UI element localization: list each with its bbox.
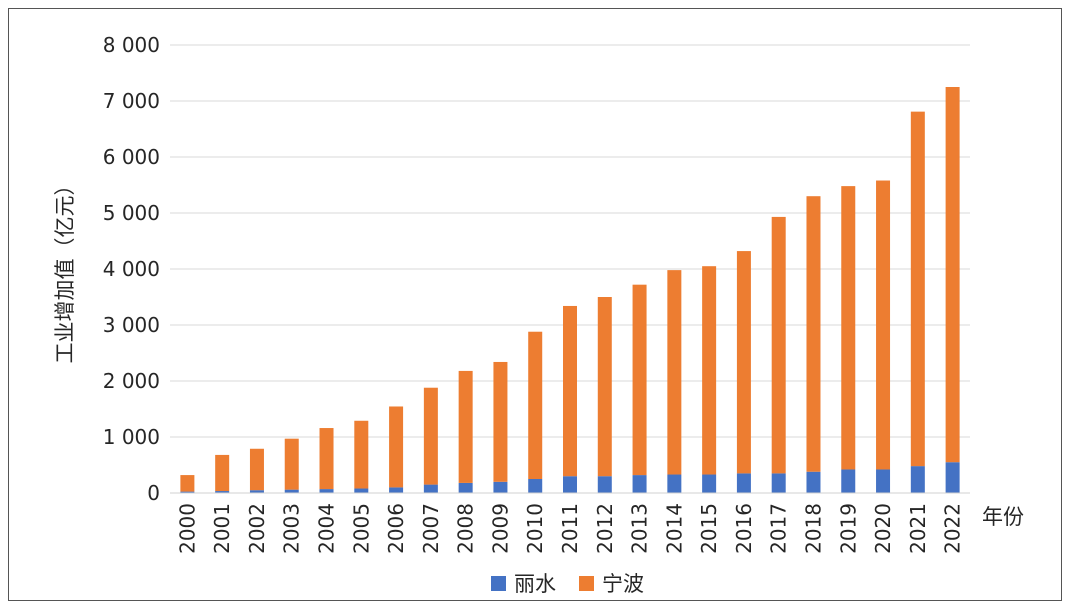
bar-宁波-2012 — [597, 297, 612, 477]
y-tick-label: 6 000 — [103, 145, 160, 169]
bar-宁波-2002 — [249, 448, 264, 491]
bar-丽水-2017 — [771, 473, 786, 493]
bar-宁波-2013 — [632, 284, 647, 476]
bar-宁波-2016 — [736, 251, 751, 474]
y-tick-labels: 0 1 000 2 000 3 000 4 000 5 000 6 000 7 000 8 00… — [103, 33, 160, 505]
y-tick-label: 7 000 — [103, 89, 160, 113]
bar-丽水-2003 — [284, 489, 299, 493]
legend-swatch-丽水 — [491, 576, 506, 591]
bar-丽水-2000 — [180, 491, 195, 493]
y-tick-label: 0 — [147, 481, 160, 505]
x-axis-title: 年份 — [982, 505, 1024, 529]
bar-丽水-2006 — [389, 487, 404, 493]
x-tick-label: 2013 — [628, 503, 652, 554]
y-tick-label: 4 000 — [103, 257, 160, 281]
bar-宁波-2003 — [284, 438, 299, 490]
bar-丽水-2019 — [841, 469, 856, 493]
y-tick-label: 5 000 — [103, 201, 160, 225]
x-tick-label: 2017 — [767, 503, 791, 554]
bar-宁波-2008 — [458, 370, 473, 483]
bar-宁波-2005 — [354, 420, 369, 489]
x-tick-label: 2015 — [697, 503, 721, 554]
x-tick-label: 2010 — [523, 503, 547, 554]
legend-label: 丽水 — [514, 572, 556, 596]
x-tick-label: 2004 — [315, 503, 339, 554]
bar-宁波-2020 — [876, 180, 891, 470]
bar-宁波-2009 — [493, 361, 508, 482]
y-axis-title: 工业增加值（亿元） — [53, 175, 77, 364]
bar-丽水-2018 — [806, 471, 821, 493]
x-tick-labels: 2000 2001 2002 2003 2004 2005 2006 2007 2008 2009… — [175, 503, 964, 554]
gridlines — [170, 44, 970, 438]
x-tick-label: 2011 — [558, 503, 582, 554]
bar-丽水-2022 — [945, 462, 960, 493]
bar-宁波-2014 — [667, 270, 682, 475]
x-tick-label: 2016 — [732, 503, 756, 554]
y-tick-label: 8 000 — [103, 33, 160, 57]
x-tick-label: 2019 — [836, 503, 860, 554]
bar-丽水-2010 — [528, 479, 543, 493]
bar-丽水-2020 — [876, 469, 891, 493]
bar-丽水-2002 — [249, 490, 264, 493]
x-tick-label: 2007 — [419, 503, 443, 554]
x-tick-label: 2022 — [941, 503, 965, 554]
bar-丽水-2012 — [597, 476, 612, 493]
x-tick-label: 2001 — [210, 503, 234, 554]
bars — [180, 87, 960, 493]
bar-丽水-2014 — [667, 474, 682, 493]
x-tick-label: 2002 — [245, 503, 269, 554]
x-tick-label: 2020 — [871, 503, 895, 554]
bar-宁波-2018 — [806, 196, 821, 472]
y-tick-label: 2 000 — [103, 369, 160, 393]
bar-丽水-2008 — [458, 482, 473, 493]
x-tick-label: 2008 — [454, 503, 478, 554]
bar-宁波-2000 — [180, 475, 195, 492]
legend: 丽水 宁波 — [491, 572, 644, 596]
x-tick-label: 2009 — [488, 503, 512, 554]
x-tick-label: 2006 — [384, 503, 408, 554]
bar-丽水-2013 — [632, 475, 647, 493]
bar-丽水-2001 — [215, 491, 230, 493]
bar-宁波-2021 — [910, 111, 925, 467]
bar-丽水-2009 — [493, 481, 508, 493]
y-tick-label: 3 000 — [103, 313, 160, 337]
bar-丽水-2007 — [423, 484, 438, 493]
x-tick-label: 2018 — [801, 503, 825, 554]
bar-丽水-2015 — [702, 474, 717, 493]
bar-宁波-2017 — [771, 216, 786, 474]
bar-丽水-2004 — [319, 489, 334, 493]
x-tick-label: 2012 — [593, 503, 617, 554]
x-tick-label: 2021 — [906, 503, 930, 554]
bar-宁波-2004 — [319, 428, 334, 490]
bar-丽水-2005 — [354, 488, 369, 493]
bar-宁波-2006 — [389, 406, 404, 488]
bar-宁波-2001 — [215, 454, 230, 492]
bar-宁波-2011 — [563, 305, 577, 477]
bar-宁波-2007 — [423, 387, 438, 485]
bar-宁波-2010 — [528, 331, 543, 479]
bar-丽水-2021 — [910, 466, 925, 493]
legend-label: 宁波 — [602, 572, 644, 596]
y-tick-label: 1 000 — [103, 425, 160, 449]
x-tick-label: 2000 — [175, 503, 199, 554]
x-tick-label: 2003 — [280, 503, 304, 554]
legend-swatch-宁波 — [579, 576, 594, 591]
bar-宁波-2015 — [702, 266, 717, 475]
bar-宁波-2022 — [945, 87, 960, 463]
x-tick-label: 2005 — [349, 503, 373, 554]
bar-宁波-2019 — [841, 186, 856, 470]
bar-丽水-2011 — [563, 476, 577, 493]
x-tick-label: 2014 — [662, 503, 686, 554]
bar-丽水-2016 — [736, 473, 751, 493]
